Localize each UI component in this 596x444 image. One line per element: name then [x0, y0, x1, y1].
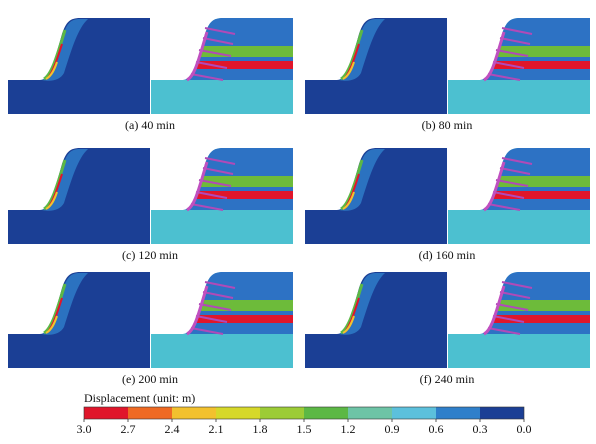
colorbar-tick-label: 0.0 [517, 422, 532, 436]
colorbar-segment [480, 407, 524, 419]
displacement-image [305, 272, 447, 368]
colorbar-tick-label: 0.9 [385, 422, 400, 436]
colorbar-tick-label: 0.3 [473, 422, 488, 436]
colorbar-tick-label: 2.4 [165, 422, 180, 436]
panel-caption: (e) 200 min [122, 372, 178, 386]
displacement-image [305, 148, 447, 244]
particle-image [151, 272, 293, 368]
colorbar-segment [216, 407, 260, 419]
colorbar-segment [436, 407, 480, 419]
colorbar-segment [392, 407, 436, 419]
colorbar-segment [172, 407, 216, 419]
colorbar-tick-label: 2.7 [121, 422, 136, 436]
colorbar: Displacement (unit: m) 3.0 2.7 2.4 2.1 1.8 1.… [77, 391, 532, 436]
colorbar-tick-label: 1.5 [297, 422, 312, 436]
particle-image [448, 148, 590, 244]
colorbar-tick-label: 2.1 [209, 422, 224, 436]
colorbar-segment [84, 407, 128, 419]
colorbar-tick-label: 3.0 [77, 422, 92, 436]
panel-caption: (c) 120 min [122, 248, 178, 262]
particle-image [448, 18, 590, 114]
panel-caption: (b) 80 min [422, 118, 473, 132]
colorbar-segment [304, 407, 348, 419]
particle-image [151, 18, 293, 114]
colorbar-segment [348, 407, 392, 419]
displacement-image [8, 148, 150, 244]
colorbar-segment [128, 407, 172, 419]
particle-image [151, 148, 293, 244]
colorbar-segment [260, 407, 304, 419]
panel-caption: (a) 40 min [125, 118, 175, 132]
colorbar-tick-label: 1.8 [253, 422, 268, 436]
colorbar-tick-label: 0.6 [429, 422, 444, 436]
panel-caption: (d) 160 min [419, 248, 476, 262]
displacement-image [8, 272, 150, 368]
colorbar-tick-label: 1.2 [341, 422, 356, 436]
colorbar-label: Displacement (unit: m) [84, 391, 195, 405]
displacement-image [8, 18, 150, 114]
panel-caption: (f) 240 min [420, 372, 475, 386]
particle-image [448, 272, 590, 368]
panels: (a) 40 min (b) 80 min (c) 120 min (d) 160 m… [8, 18, 590, 386]
displacement-image [305, 18, 447, 114]
